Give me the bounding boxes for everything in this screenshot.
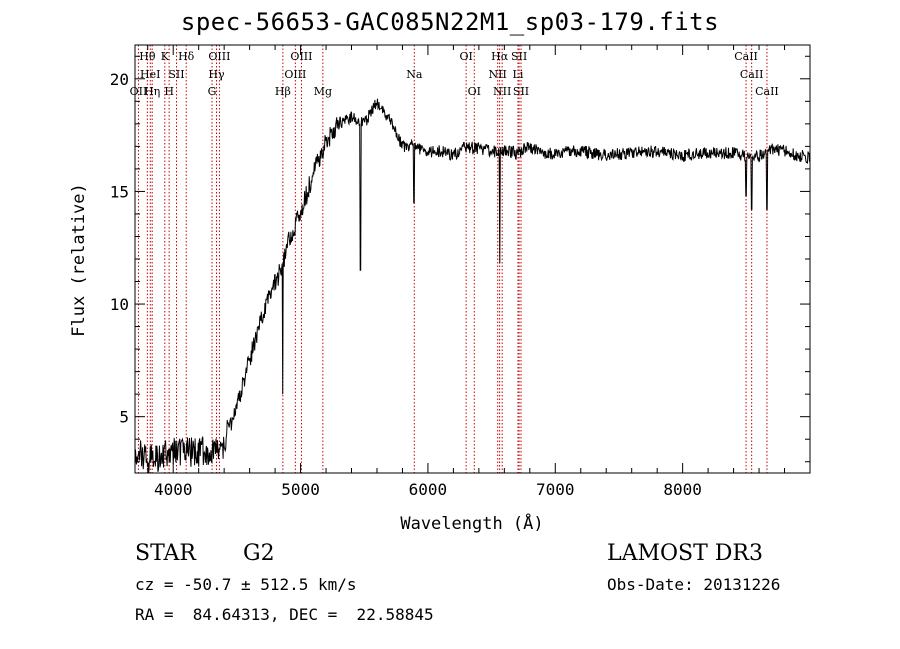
obs-date-text: Obs-Date: 20131226	[607, 575, 781, 594]
y-tick-label: 15	[110, 182, 129, 201]
y-axis-ticks: 5 10 15 20	[110, 55, 810, 463]
line-marker-label: HeI	[140, 68, 160, 81]
line-marker-label: OIII	[208, 50, 230, 63]
line-marker-label: CaII	[740, 68, 764, 81]
line-marker-label: Li	[513, 68, 524, 81]
y-tick-label: 5	[119, 408, 129, 427]
line-marker-label: K	[161, 50, 170, 63]
x-tick-label: 8000	[663, 480, 702, 499]
line-marker-label: H	[164, 85, 174, 98]
line-marker-label: Hγ	[208, 68, 225, 81]
line-marker-label: OI	[459, 50, 472, 63]
line-markers	[137, 45, 768, 473]
redshift-text: cz = -50.7 ± 512.5 km/s	[135, 575, 357, 594]
line-marker-label: Hα	[491, 50, 509, 63]
y-tick-label: 10	[110, 295, 129, 314]
line-marker-label: OIII	[290, 50, 312, 63]
line-marker-label: Hθ	[139, 50, 156, 63]
plot-frame	[134, 44, 811, 474]
line-marker-label: SII	[511, 50, 527, 63]
line-marker-label: Hβ	[275, 85, 291, 98]
line-marker-label: OIII	[284, 68, 306, 81]
line-marker-label: OII	[130, 85, 148, 98]
line-marker-label: SII	[513, 85, 529, 98]
x-tick-label: 7000	[536, 480, 575, 499]
x-tick-label: 4000	[154, 480, 193, 499]
line-marker-label: G	[208, 85, 217, 98]
x-axis-label: Wavelength (Å)	[400, 512, 543, 534]
line-marker-label: Hδ	[178, 50, 195, 63]
spectrum-line	[134, 98, 811, 474]
y-tick-label: 20	[110, 70, 129, 89]
x-axis-ticks: 4000 5000 6000 7000 8000	[147, 45, 786, 499]
spectrum-series	[134, 98, 811, 474]
line-marker-label: OI	[468, 85, 481, 98]
class-label: STAR	[135, 541, 196, 566]
x-tick-label: 6000	[409, 480, 448, 499]
x-tick-label: 5000	[281, 480, 320, 499]
line-marker-label: Mg	[314, 85, 332, 98]
line-marker-label: Hη	[144, 85, 160, 98]
line-marker-label: Na	[406, 68, 423, 81]
line-marker-label: NII	[493, 85, 511, 98]
y-axis-label: Flux (relative)	[69, 183, 89, 337]
line-marker-label: CaII	[734, 50, 758, 63]
line-marker-labels: Hθ OII HeI Hη K H SII Hδ G Hγ OIII Hβ OIII OIII Mg Na OI…	[130, 50, 779, 98]
line-marker-label: NII	[489, 68, 507, 81]
coordinates-text: RA = 84.64313, DEC = 22.58845	[135, 605, 434, 624]
subclass-label: G2	[243, 541, 275, 566]
line-marker-label: CaII	[755, 85, 779, 98]
line-marker-label: SII	[168, 68, 184, 81]
chart-title: spec-56653-GAC085N22M1_sp03-179.fits	[180, 8, 720, 36]
survey-label: LAMOST DR3	[607, 541, 763, 566]
